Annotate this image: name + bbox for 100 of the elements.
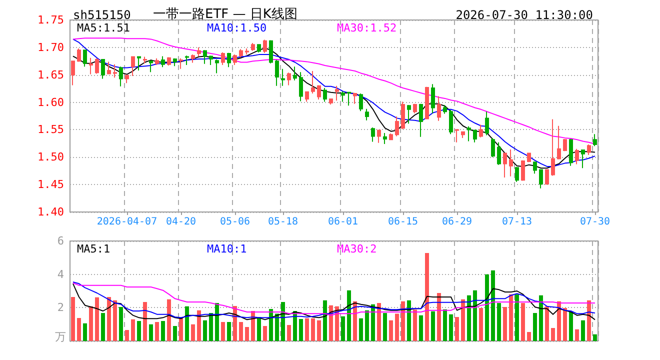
y-tick-label: 1.70: [38, 40, 64, 54]
bar: [245, 327, 249, 341]
candlestick: [263, 39, 267, 54]
candlestick: [137, 56, 141, 71]
candlestick: [269, 40, 273, 64]
bar: [173, 326, 177, 341]
x-tick-label: 2026-04-07: [96, 216, 158, 228]
candlestick: [143, 56, 147, 64]
bar: [383, 313, 387, 341]
candlestick: [437, 96, 441, 122]
bar: [431, 311, 435, 341]
candlestick: [221, 52, 225, 66]
bar: [341, 316, 345, 341]
candlestick: [371, 127, 375, 142]
bar: [197, 310, 201, 341]
bar: [107, 297, 111, 341]
bar: [185, 306, 189, 341]
series-label: MA10:1.50: [207, 22, 267, 34]
x-tick-label: 06-01: [328, 216, 358, 228]
x-tick-label: 07-13: [502, 216, 532, 228]
candlestick: [539, 168, 543, 189]
candlestick: [311, 70, 315, 94]
y-tick-label: 1.75: [38, 14, 64, 26]
bar: [461, 299, 465, 341]
candlestick: [527, 152, 531, 163]
bar: [353, 301, 357, 341]
bar: [557, 301, 561, 341]
bar: [581, 320, 585, 341]
candlestick: [395, 116, 399, 137]
candlestick: [173, 58, 177, 67]
bar: [437, 293, 441, 341]
candlestick: [449, 109, 453, 135]
candlestick: [377, 129, 381, 144]
candlestick: [401, 101, 405, 130]
y-tick-label: 6: [57, 234, 64, 248]
candlestick: [149, 60, 153, 73]
bar: [125, 330, 129, 341]
candlestick: [203, 50, 207, 64]
candlestick: [479, 124, 483, 138]
bar: [161, 321, 165, 341]
candlestick: [179, 58, 183, 70]
bar: [365, 310, 369, 341]
bar: [101, 313, 105, 341]
text: MA5:1: [77, 242, 110, 256]
candlestick: [317, 84, 321, 100]
candlestick: [227, 52, 231, 68]
bar: [155, 322, 159, 341]
bar: [527, 332, 531, 341]
candlestick: [197, 46, 201, 57]
bar: [287, 325, 291, 341]
candlestick: [563, 138, 567, 152]
bar: [401, 301, 405, 341]
bar: [371, 304, 375, 341]
candlestick: [299, 72, 303, 102]
candlestick: [557, 125, 561, 160]
bar: [89, 306, 93, 341]
candlestick: [365, 108, 369, 121]
annotation: 2026-07-30 11:30:00: [456, 8, 594, 22]
bar: [479, 308, 483, 341]
bar: [269, 309, 273, 341]
bar: [221, 322, 225, 341]
x-tick-label: 05-18: [268, 216, 298, 228]
candlestick: [245, 48, 249, 56]
candlestick: [443, 104, 447, 114]
y-axis-title: 万: [55, 332, 66, 344]
candlestick: [485, 111, 489, 136]
bar: [503, 307, 507, 341]
bar: [347, 290, 351, 341]
candlestick: [155, 58, 159, 66]
candlestick: [503, 152, 507, 178]
candlestick: [533, 161, 537, 174]
candlestick: [287, 72, 291, 86]
candlestick: [209, 55, 213, 66]
candlestick: [461, 130, 465, 138]
bar: [137, 321, 141, 341]
bar: [209, 313, 213, 341]
candlestick: [587, 144, 591, 156]
bar: [149, 324, 153, 341]
candlestick: [233, 54, 237, 66]
bar: [257, 317, 261, 341]
bar: [563, 308, 567, 341]
bar: [413, 310, 417, 341]
candlestick: [305, 90, 309, 102]
bar: [521, 303, 525, 341]
candlestick: [185, 55, 189, 66]
bar: [95, 297, 99, 341]
candlestick: [515, 166, 519, 182]
line-series: [72, 38, 596, 144]
candlestick: [89, 57, 93, 75]
y-tick-label: 1.65: [38, 68, 64, 82]
candlestick: [281, 68, 285, 86]
bar: [587, 300, 591, 341]
candlestick: [341, 90, 345, 102]
candlestick: [353, 92, 357, 104]
candlestick: [239, 48, 243, 58]
bar: [449, 314, 453, 341]
bar: [509, 294, 513, 341]
bar: [227, 322, 231, 341]
bar: [515, 294, 519, 341]
bar: [203, 320, 207, 341]
